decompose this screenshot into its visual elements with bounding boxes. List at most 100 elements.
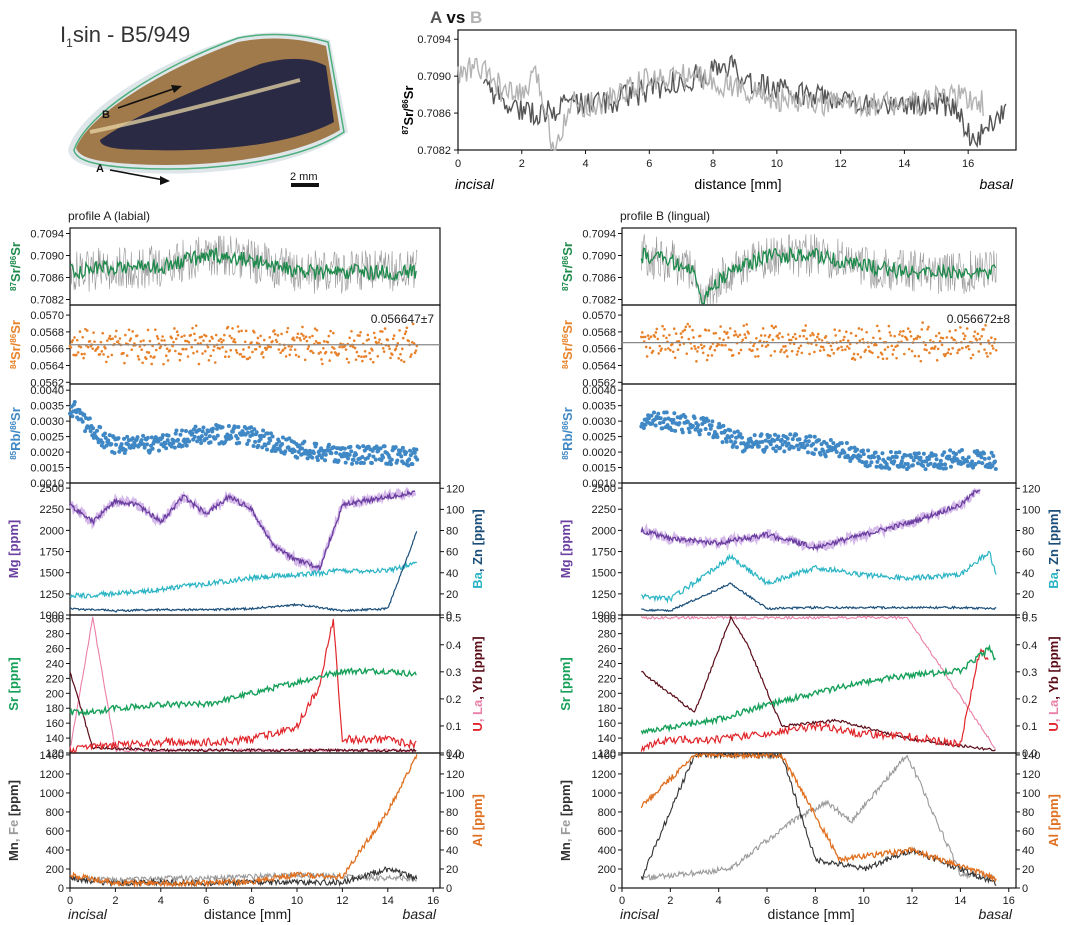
sr84-point	[758, 339, 762, 343]
sr84-point	[837, 346, 840, 350]
sr84-point	[328, 359, 331, 362]
sr84-point	[829, 344, 833, 348]
sr84-point	[92, 331, 95, 334]
rb-point	[103, 435, 108, 440]
sr84-point	[361, 359, 364, 363]
sr84-point	[950, 336, 954, 340]
sr84-point	[292, 336, 295, 340]
rb-point	[174, 428, 179, 433]
sr84-point	[348, 336, 351, 340]
rb-point	[299, 446, 304, 451]
xtick-label: 16	[427, 895, 439, 907]
sr84-point	[187, 340, 191, 344]
compare-ytick-label: 0.7086	[417, 108, 451, 120]
sr84-point	[941, 336, 945, 340]
rb-point	[354, 452, 359, 457]
sr84-point	[796, 350, 800, 353]
sr84-point	[649, 335, 653, 339]
sr84-point	[830, 348, 834, 352]
xtick-label: 10	[858, 895, 870, 907]
rb-point	[893, 450, 898, 455]
sr84-point	[214, 333, 218, 337]
rb-point	[100, 440, 105, 445]
sr84-point	[920, 328, 924, 331]
sr84-point	[660, 347, 663, 350]
rb-point	[752, 433, 757, 438]
sr84-point	[977, 350, 981, 353]
rb-point	[114, 442, 119, 447]
mg-axis-tick-label: 1750	[40, 547, 64, 559]
rb-point	[107, 433, 112, 438]
rb-point	[767, 433, 772, 438]
sr84-point	[240, 329, 243, 333]
sr84-point	[156, 337, 160, 341]
mnfe-axis-tick-label: 200	[598, 864, 616, 876]
sr84-point	[761, 327, 765, 330]
sr84-point	[273, 332, 277, 336]
sr84-point	[752, 344, 755, 348]
rb-point	[680, 430, 685, 435]
rb-point	[768, 442, 773, 447]
rb-point	[980, 461, 985, 466]
rb-point	[894, 454, 899, 459]
mnfe-axis-tick-label: 600	[598, 826, 616, 838]
al-axis-tick-label: 0	[446, 883, 452, 895]
sr84-point	[822, 348, 826, 352]
rb-point	[351, 457, 356, 462]
rb-point	[260, 445, 265, 450]
sr84-point	[707, 329, 711, 332]
sr84-point	[363, 350, 367, 353]
sr84-point	[867, 345, 870, 349]
sr84-point	[284, 355, 288, 358]
rb-point	[844, 441, 849, 446]
rb-point	[123, 448, 128, 453]
sr84-point	[233, 341, 237, 344]
sr84-point	[705, 358, 709, 362]
sr84-axis-tick-label: 0.0570	[30, 310, 64, 322]
rb-point	[710, 419, 715, 424]
sr84-point	[680, 336, 684, 339]
sr84-point	[114, 335, 117, 338]
bazn-axis-tick-label: 120	[1022, 483, 1040, 495]
mg-axis-tick-label: 1000	[40, 610, 64, 622]
compare-ytick-label: 0.7094	[417, 34, 451, 46]
sr84-point	[816, 332, 820, 336]
rb-point	[735, 429, 740, 434]
sr84-axis-tick-label: 0.0566	[582, 344, 616, 356]
sr84-point	[292, 338, 296, 342]
rb-point	[296, 450, 301, 455]
sr84-point	[141, 361, 144, 365]
mnfe-axis-tick-label: 1000	[592, 788, 616, 800]
rb-point	[911, 458, 916, 463]
rb-point	[785, 436, 790, 441]
sr84-point	[228, 334, 232, 338]
sr84-point	[860, 328, 864, 331]
sr84-point	[821, 345, 825, 349]
rb-point	[763, 438, 768, 443]
sr84-point	[271, 339, 274, 343]
al-axis-tick-label: 60	[446, 826, 458, 838]
sr84-point	[953, 338, 956, 342]
rb-point	[166, 433, 171, 438]
rb-point	[274, 442, 279, 447]
bazn-axis-tick-label: 100	[1022, 504, 1040, 516]
sr84-point	[76, 351, 80, 354]
rb-point	[656, 411, 661, 416]
sr84-point	[155, 335, 159, 338]
sr84-point	[91, 347, 94, 350]
sr84-point	[927, 325, 930, 329]
sr84-ylabel: 84Sr/86Sr	[560, 320, 575, 369]
rb-point	[948, 464, 953, 469]
sr84-point	[979, 342, 983, 346]
rb-point	[360, 455, 365, 460]
compare-xtick-label: 14	[898, 158, 910, 170]
sr84-point	[136, 355, 140, 358]
sr84-point	[842, 338, 845, 342]
sr84-point	[73, 336, 76, 339]
sr84-point	[165, 347, 169, 351]
sr84-point	[195, 350, 199, 353]
rb-axis-tick-label: 0.0020	[582, 447, 616, 459]
rb-point	[195, 439, 200, 444]
mnfe-axis-tick-label: 200	[46, 864, 64, 876]
sr84-point	[258, 345, 262, 348]
